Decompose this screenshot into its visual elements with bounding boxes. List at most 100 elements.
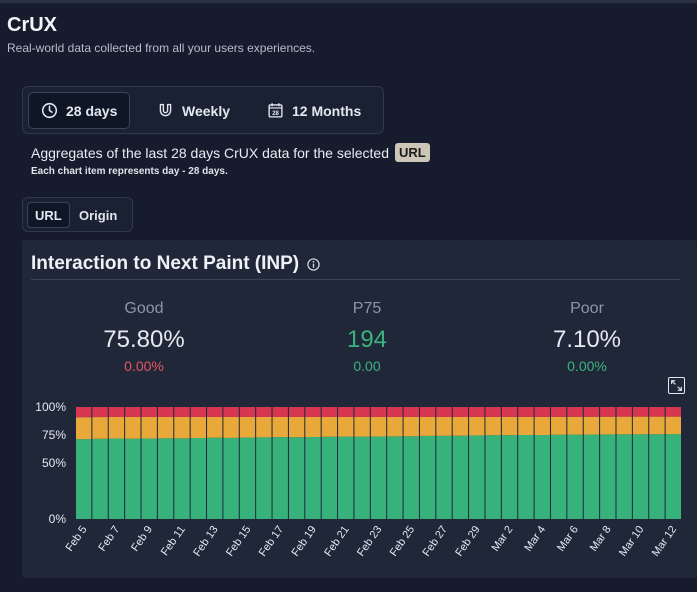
bar-segment[interactable] [436, 416, 452, 436]
bar-segment[interactable] [223, 437, 239, 519]
bar-segment[interactable] [370, 407, 387, 417]
bar-segment[interactable] [518, 407, 534, 417]
info-icon[interactable] [307, 257, 320, 271]
bar-segment[interactable] [108, 407, 125, 417]
bar-segment[interactable] [469, 416, 485, 436]
tab-weekly[interactable]: Weekly [145, 92, 242, 129]
bar-segment[interactable] [665, 434, 681, 519]
bar-segment[interactable] [567, 434, 583, 519]
bar-segment[interactable] [419, 435, 436, 519]
bar-segment[interactable] [403, 416, 419, 437]
bar-segment[interactable] [223, 416, 239, 438]
bar-segment[interactable] [583, 407, 600, 417]
bar-segment[interactable] [485, 416, 501, 436]
bar-segment[interactable] [207, 416, 223, 438]
bar-segment[interactable] [239, 407, 256, 417]
bar-segment[interactable] [321, 416, 338, 437]
bar-segment[interactable] [370, 416, 387, 437]
bar-segment[interactable] [338, 416, 354, 437]
bar-segment[interactable] [76, 407, 92, 418]
bar-segment[interactable] [92, 438, 108, 519]
bar-segment[interactable] [600, 434, 616, 519]
bar-segment[interactable] [436, 407, 452, 417]
bar-segment[interactable] [370, 436, 387, 519]
bar-segment[interactable] [174, 416, 190, 439]
expand-button[interactable] [668, 377, 685, 394]
bar-segment[interactable] [649, 416, 665, 435]
bar-segment[interactable] [550, 407, 567, 417]
bar-segment[interactable] [567, 416, 583, 435]
bar-segment[interactable] [485, 435, 501, 519]
bar-segment[interactable] [616, 434, 632, 519]
bar-segment[interactable] [600, 407, 616, 417]
bar-segment[interactable] [288, 437, 305, 519]
bar-segment[interactable] [338, 436, 354, 519]
bar-segment[interactable] [174, 438, 190, 519]
bar-segment[interactable] [76, 439, 92, 519]
bar-segment[interactable] [534, 416, 550, 435]
bar-segment[interactable] [223, 407, 239, 417]
bar-segment[interactable] [157, 407, 174, 417]
bar-segment[interactable] [174, 407, 190, 417]
bar-segment[interactable] [76, 417, 92, 440]
bar-segment[interactable] [387, 407, 403, 417]
bar-segment[interactable] [125, 438, 141, 519]
bar-segment[interactable] [616, 407, 632, 417]
tab-origin[interactable]: Origin [79, 207, 118, 223]
bar-segment[interactable] [436, 435, 452, 519]
bar-segment[interactable] [600, 416, 616, 435]
bar-segment[interactable] [141, 438, 157, 519]
bar-segment[interactable] [272, 437, 288, 519]
bar-segment[interactable] [632, 416, 649, 435]
bar-segment[interactable] [649, 407, 665, 417]
bar-segment[interactable] [632, 407, 649, 417]
bar-segment[interactable] [485, 407, 501, 417]
bar-segment[interactable] [387, 436, 403, 519]
tab-12-months[interactable]: 28 12 Months [255, 92, 373, 129]
bar-segment[interactable] [616, 416, 632, 435]
bar-segment[interactable] [387, 416, 403, 437]
bar-segment[interactable] [354, 416, 370, 437]
bar-segment[interactable] [518, 435, 534, 519]
bar-segment[interactable] [518, 416, 534, 435]
bar-segment[interactable] [157, 438, 174, 519]
bar-segment[interactable] [354, 407, 370, 417]
bar-segment[interactable] [305, 437, 321, 519]
bar-segment[interactable] [321, 407, 338, 417]
bar-segment[interactable] [583, 434, 600, 519]
tab-url[interactable]: URL [27, 202, 70, 228]
bar-segment[interactable] [190, 407, 207, 417]
bar-segment[interactable] [452, 435, 469, 519]
bar-segment[interactable] [108, 438, 125, 519]
bar-segment[interactable] [452, 407, 469, 417]
bar-segment[interactable] [501, 407, 518, 417]
bar-segment[interactable] [207, 407, 223, 417]
bar-segment[interactable] [207, 437, 223, 519]
bar-segment[interactable] [239, 437, 256, 519]
bar-segment[interactable] [190, 416, 207, 439]
bar-segment[interactable] [190, 438, 207, 519]
bar-segment[interactable] [125, 416, 141, 439]
bar-segment[interactable] [567, 407, 583, 417]
bar-segment[interactable] [649, 434, 665, 519]
bar-segment[interactable] [665, 407, 681, 417]
bar-segment[interactable] [665, 416, 681, 435]
bar-segment[interactable] [338, 407, 354, 417]
bar-segment[interactable] [403, 436, 419, 519]
bar-segment[interactable] [321, 436, 338, 519]
bar-segment[interactable] [108, 416, 125, 439]
bar-segment[interactable] [256, 407, 272, 417]
bar-segment[interactable] [501, 416, 518, 436]
bar-segment[interactable] [452, 416, 469, 436]
bar-segment[interactable] [419, 416, 436, 436]
bar-segment[interactable] [534, 407, 550, 417]
bar-segment[interactable] [272, 407, 288, 417]
bar-segment[interactable] [354, 436, 370, 519]
bar-segment[interactable] [403, 407, 419, 417]
bar-segment[interactable] [256, 437, 272, 519]
bar-segment[interactable] [550, 434, 567, 519]
bar-segment[interactable] [305, 407, 321, 417]
bar-segment[interactable] [305, 416, 321, 438]
bar-segment[interactable] [469, 407, 485, 417]
bar-segment[interactable] [272, 416, 288, 438]
